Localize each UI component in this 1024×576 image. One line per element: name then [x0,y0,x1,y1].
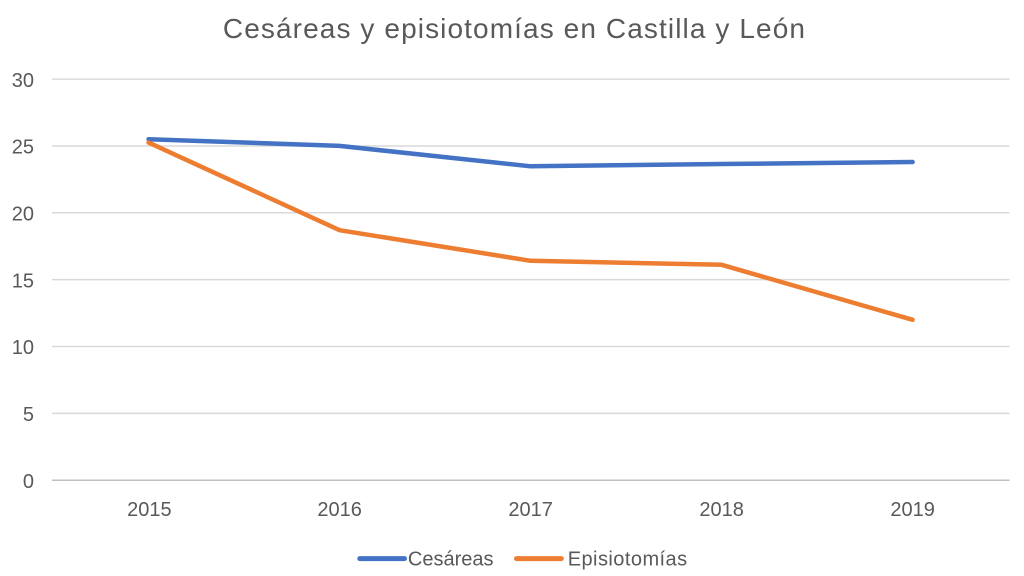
svg-text:2019: 2019 [890,499,935,521]
svg-text:2018: 2018 [699,499,744,521]
svg-text:Episiotomías: Episiotomías [568,549,688,571]
svg-text:25: 25 [12,137,34,159]
svg-text:10: 10 [12,337,34,359]
svg-text:0: 0 [23,471,34,493]
svg-text:5: 5 [23,404,34,426]
svg-text:2016: 2016 [317,499,362,521]
svg-text:2017: 2017 [508,499,553,521]
svg-text:15: 15 [12,270,34,292]
svg-text:30: 30 [12,70,34,92]
svg-text:Cesáreas: Cesáreas [408,549,494,571]
svg-text:Cesáreas y episiotomías en Cas: Cesáreas y episiotomías en Castilla y Le… [223,13,806,44]
svg-text:20: 20 [12,204,34,226]
svg-text:2015: 2015 [127,499,172,521]
